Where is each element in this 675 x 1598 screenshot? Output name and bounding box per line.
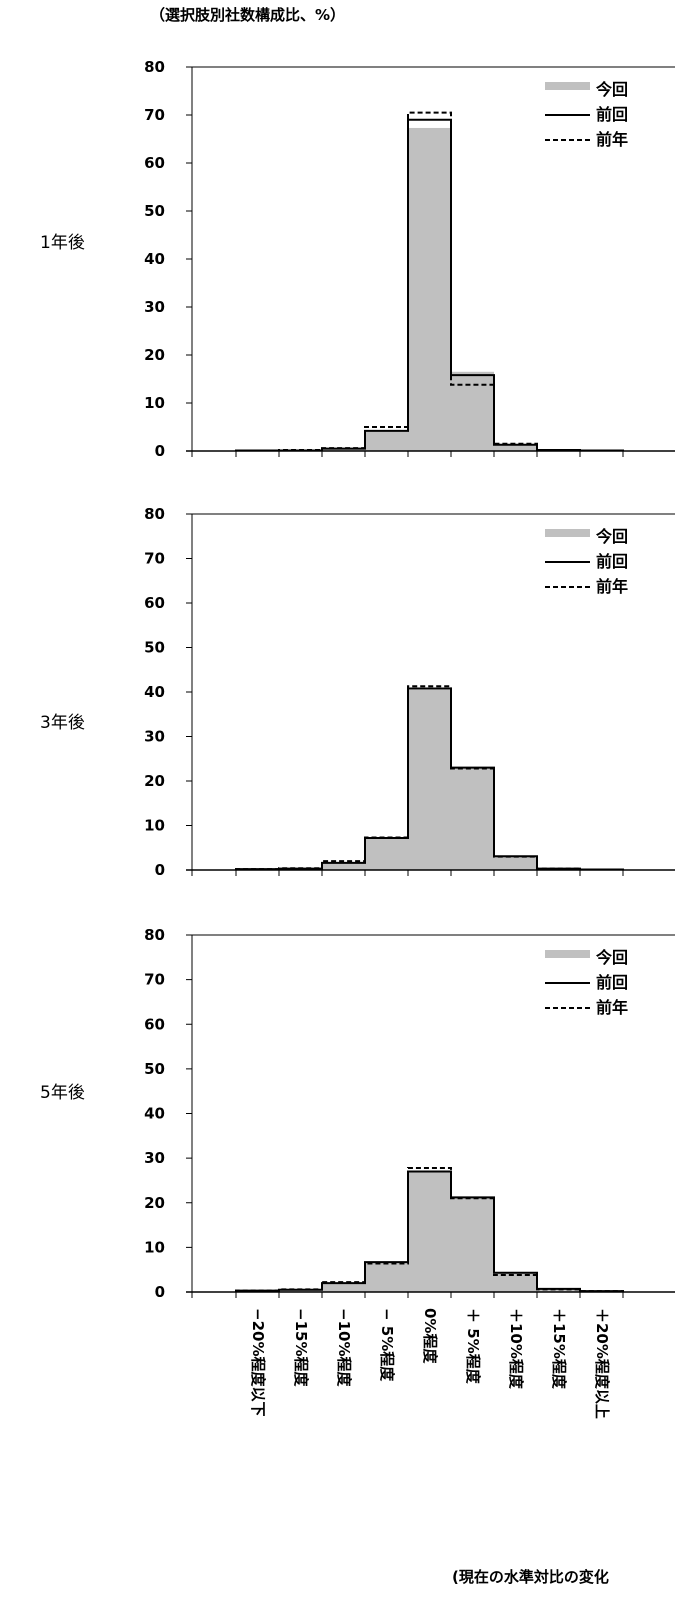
y-tick-label: 10: [144, 1238, 165, 1256]
y-tick-label: 70: [144, 106, 165, 124]
x-category-label: −20%程度以下: [249, 1308, 267, 1416]
series-line-dashed: [235, 111, 624, 452]
y-tick-label: 0: [155, 861, 165, 879]
bar: [365, 1262, 408, 1292]
y-tick-label: 50: [144, 639, 165, 657]
legend-swatch-bar: [545, 950, 590, 958]
x-category-label: − 5%程度: [378, 1308, 396, 1382]
x-category-label: −15%程度: [292, 1308, 310, 1387]
bar: [322, 448, 365, 451]
y-tick-label: 30: [144, 1149, 165, 1167]
panel-title: 5年後: [40, 1083, 85, 1103]
y-tick-label: 20: [144, 1194, 165, 1212]
unit-label: （選択肢別社数構成比、%）: [150, 6, 346, 24]
bar: [537, 1288, 580, 1292]
y-tick-label: 20: [144, 346, 165, 364]
y-tick-label: 60: [144, 1015, 165, 1033]
legend-label: 前回: [596, 105, 628, 124]
y-tick-label: 40: [144, 683, 165, 701]
legend-swatch-bar: [545, 82, 590, 90]
legend-label: 前年: [596, 577, 628, 596]
bar: [494, 445, 537, 451]
x-axis-note: (現在の水準対比の変化: [452, 1568, 609, 1586]
panel-title: 1年後: [40, 233, 85, 253]
y-tick-label: 50: [144, 1060, 165, 1078]
panel-title: 3年後: [40, 713, 85, 733]
y-tick-label: 10: [144, 394, 165, 412]
y-tick-label: 60: [144, 154, 165, 172]
bar: [408, 689, 451, 870]
bar: [451, 766, 494, 870]
y-tick-label: 0: [155, 442, 165, 460]
x-category-label: 0%程度: [421, 1308, 439, 1364]
y-tick-label: 10: [144, 817, 165, 835]
y-tick-label: 50: [144, 202, 165, 220]
x-category-label: −10%程度: [335, 1308, 353, 1387]
x-category-label: ＋20%程度以上: [593, 1308, 611, 1419]
legend-label: 前回: [596, 973, 628, 992]
bar: [365, 431, 408, 451]
bar: [494, 1273, 537, 1292]
bar: [279, 1289, 322, 1292]
y-tick-label: 0: [155, 1283, 165, 1301]
series-line-dashed: [235, 685, 624, 871]
legend-label: 今回: [595, 527, 628, 546]
legend-label: 前年: [596, 130, 628, 149]
y-tick-label: 40: [144, 1105, 165, 1123]
bar: [322, 863, 365, 870]
series-line-dashed: [235, 1166, 624, 1293]
bar: [451, 1196, 494, 1292]
bar: [494, 856, 537, 870]
y-tick-label: 20: [144, 772, 165, 790]
y-tick-label: 30: [144, 298, 165, 316]
bar: [451, 371, 494, 451]
legend-label: 今回: [595, 948, 628, 967]
y-tick-label: 80: [144, 58, 165, 76]
bar: [408, 1171, 451, 1292]
x-category-label: ＋10%程度: [507, 1308, 525, 1390]
y-tick-label: 60: [144, 594, 165, 612]
y-tick-label: 80: [144, 505, 165, 523]
y-tick-label: 80: [144, 926, 165, 944]
y-tick-label: 40: [144, 250, 165, 268]
legend-label: 前年: [596, 998, 628, 1017]
y-tick-label: 30: [144, 728, 165, 746]
bar: [408, 127, 451, 452]
legend-label: 前回: [596, 552, 628, 571]
bar: [365, 837, 408, 870]
y-tick-label: 70: [144, 550, 165, 568]
legend-label: 今回: [595, 80, 628, 99]
legend-swatch-bar: [545, 529, 590, 537]
bar: [322, 1283, 365, 1292]
x-category-label: ＋15%程度: [550, 1308, 568, 1390]
y-tick-label: 70: [144, 971, 165, 989]
x-category-label: ＋ 5%程度: [464, 1308, 482, 1385]
